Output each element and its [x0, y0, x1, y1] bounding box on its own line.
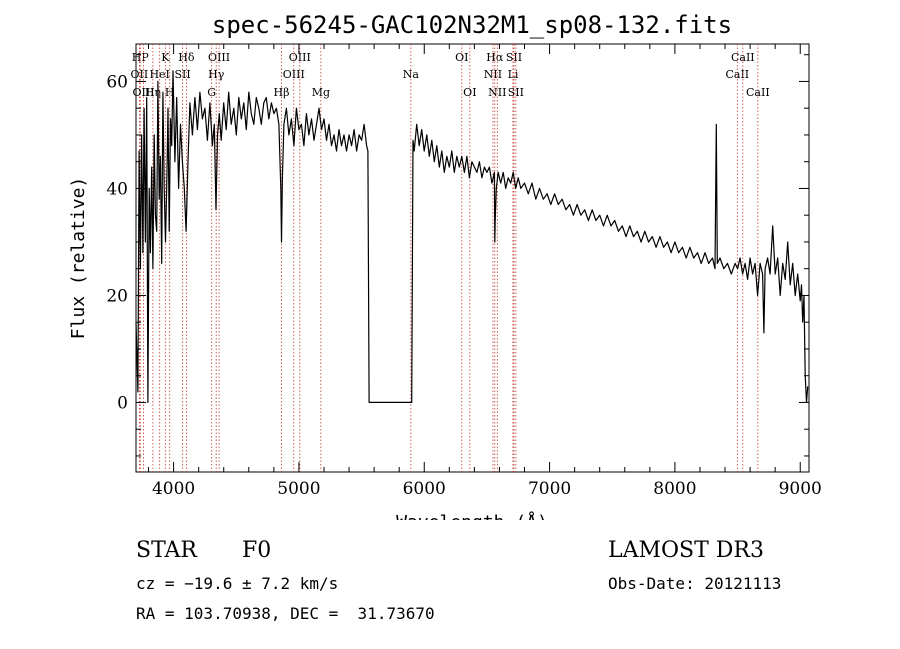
- line-label-hδ: Hδ: [178, 51, 195, 64]
- y-tick-label: 40: [106, 179, 128, 199]
- object-class: STAR: [136, 538, 197, 563]
- line-label-h: H: [165, 86, 175, 99]
- line-label-g: G: [207, 86, 216, 99]
- survey-name: LAMOST DR3: [608, 538, 764, 563]
- line-label-oi: OI: [463, 86, 476, 99]
- plot-frame: [135, 43, 810, 473]
- line-label-oiii: OIII: [208, 51, 230, 64]
- line-label-oiii: OIII: [283, 68, 305, 81]
- line-label-k: K: [161, 51, 170, 64]
- line-label-oi: OI: [455, 51, 468, 64]
- y-tick-label: 0: [117, 393, 128, 413]
- line-label-oii: OII: [131, 68, 149, 81]
- x-tick-label: 7000: [528, 479, 571, 499]
- coordinates: RA = 103.70938, DEC = 31.73670: [136, 604, 435, 623]
- line-label-caii: CaII: [731, 51, 755, 64]
- line-label-nii: NII: [488, 86, 506, 99]
- line-label-hη: Hη: [145, 86, 161, 99]
- line-label-caii: CaII: [725, 68, 749, 81]
- line-label-caii: CaII: [746, 86, 770, 99]
- x-tick-label: 6000: [403, 479, 446, 499]
- line-label-sii: SII: [506, 51, 522, 64]
- line-label-hβ: Hβ: [274, 86, 290, 99]
- observation-date: Obs-Date: 20121113: [608, 574, 782, 593]
- line-label-sii: SII: [508, 86, 524, 99]
- line-label-nii: NII: [484, 68, 502, 81]
- spectrum-line: [135, 70, 809, 403]
- line-label-na: Na: [403, 68, 420, 81]
- line-label-sii: SII: [175, 68, 191, 81]
- y-tick-label: 20: [106, 286, 128, 306]
- redshift-velocity: cz = −19.6 ± 7.2 km/s: [136, 574, 339, 593]
- x-tick-label: 5000: [277, 479, 320, 499]
- line-label-hγ: Hγ: [208, 68, 225, 81]
- x-axis-label: Wavelength (Å): [396, 511, 548, 520]
- line-label-oiii: OIII: [289, 51, 311, 64]
- chart-title: spec-56245-GAC102N32M1_sp08-132.fits: [212, 11, 732, 39]
- spectrum-chart: spec-56245-GAC102N32M1_sp08-132.fits Wav…: [68, 11, 822, 533]
- line-label-hα: Hα: [486, 51, 504, 64]
- line-label-hp: HP: [132, 51, 150, 64]
- x-tick-label: 4000: [152, 479, 195, 499]
- x-tick-label: 8000: [653, 479, 696, 499]
- x-tick-label: 9000: [779, 479, 822, 499]
- object-subclass: F0: [242, 538, 272, 563]
- line-label-li: Li: [508, 68, 519, 81]
- line-label-hei: HeI: [149, 68, 169, 81]
- y-tick-label: 60: [106, 72, 128, 92]
- line-label-oiii: OIII: [132, 86, 154, 99]
- line-label-mg: Mg: [312, 86, 330, 99]
- y-axis-label: Flux (relative): [68, 177, 89, 340]
